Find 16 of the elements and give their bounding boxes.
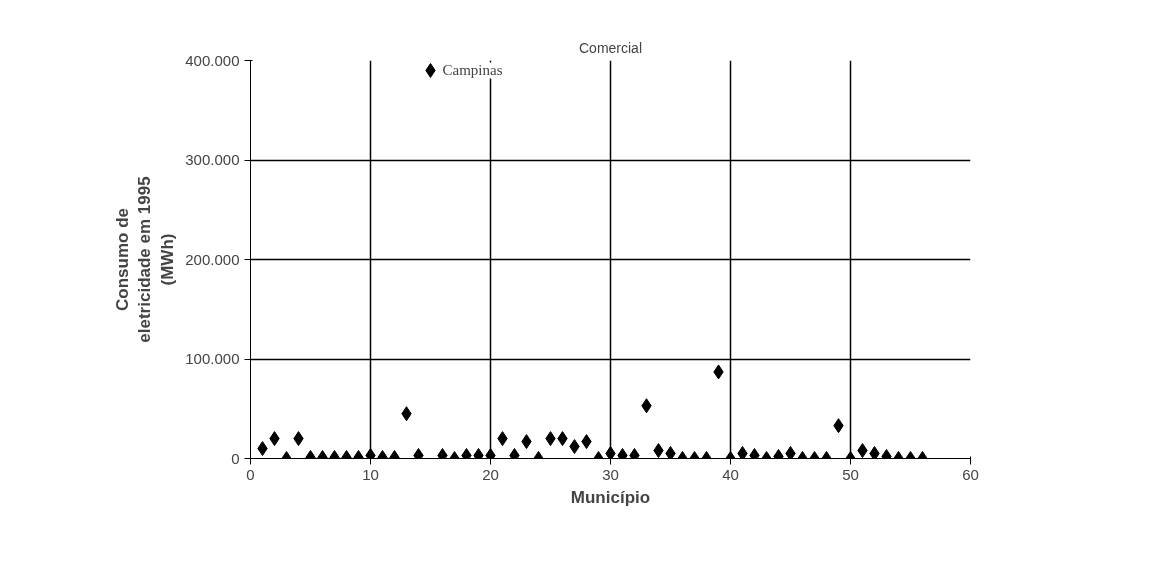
y-tick-label: 300.000 bbox=[185, 151, 240, 168]
annotation: Campinas bbox=[442, 62, 503, 79]
x-tick-label: 50 bbox=[842, 465, 859, 483]
y-tick-label: 0 bbox=[231, 449, 240, 467]
x-tick-label: 60 bbox=[962, 465, 979, 483]
y-tick-label: 200.000 bbox=[185, 250, 240, 268]
chart-title: Comercial bbox=[578, 39, 643, 56]
x-tick-label: 0 bbox=[246, 465, 255, 483]
x-tick-label: 30 bbox=[602, 465, 619, 483]
x-tick-label: 10 bbox=[362, 465, 379, 483]
x-axis-title: Município bbox=[570, 487, 651, 507]
y-tick-label: 400.000 bbox=[185, 51, 240, 69]
y-axis-title: Consumo de eletricidade em 1995 (MWh) bbox=[112, 176, 178, 343]
x-tick-label: 40 bbox=[722, 465, 739, 483]
y-tick-label: 100.000 bbox=[185, 350, 240, 367]
x-tick-label: 20 bbox=[482, 465, 499, 483]
